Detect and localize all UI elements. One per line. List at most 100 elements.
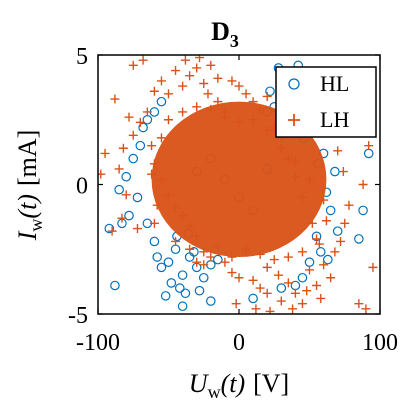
data-point-hl [138,122,148,133]
x-axis-label: Uw(t) [V] [189,369,289,402]
data-point-hl [166,278,177,288]
data-point-lh [124,112,134,122]
data-point-hl [124,210,134,221]
data-point-hl [135,140,146,151]
data-point-lh [213,73,223,83]
data-point-hl [163,257,174,267]
data-point-lh [283,278,293,288]
data-point-hl [354,234,364,244]
data-point-lh [330,247,340,257]
data-point-lh [142,107,152,117]
legend-label-hl: HL [320,71,349,96]
data-point-lh [195,55,205,63]
data-point-lh [262,91,272,101]
y-axis-label: Iw(t) [mA] [13,130,46,242]
chart-title-subscript: 3 [230,31,239,51]
x-axis-label-symbol: U [189,369,210,398]
data-point-lh [192,63,202,73]
data-point-lh [262,262,272,272]
data-point-lh [220,257,230,267]
data-point-lh [302,286,312,296]
data-point-hl [323,254,333,265]
data-point-hl [194,285,205,296]
data-point-lh [128,130,138,140]
data-point-lh [297,247,307,257]
data-point-lh [358,180,368,189]
data-point-lh [206,104,216,114]
data-point-lh [152,200,162,210]
data-point-lh [290,288,300,298]
data-point-lh [336,236,346,246]
data-point-lh [164,115,173,125]
data-point-lh [368,262,378,272]
data-point-lh [178,107,188,117]
data-point-lh [305,174,314,184]
data-point-lh [206,252,216,262]
data-point-lh [290,156,300,166]
data-point-hl [152,252,163,262]
data-point-lh [100,148,110,158]
y-tick-label: -5 [68,303,88,329]
data-point-lh [227,268,237,278]
data-point-lh [340,218,350,228]
data-point-lh [199,78,209,88]
data-point-lh [251,304,261,314]
data-point-hl [128,153,139,164]
data-point-lh [276,143,286,153]
data-point-lh [149,218,159,228]
data-point-lh [118,143,128,153]
data-point-lh [203,89,213,99]
data-point-hl [177,301,188,312]
data-point-hl [315,247,326,257]
data-point-lh [262,125,272,135]
data-point-hl [265,86,275,97]
data-point-hl [174,283,185,293]
data-point-lh [344,200,354,210]
legend-marker-lh [288,114,300,126]
data-point-hl [104,223,115,234]
axes: -100 0 100 -5 0 5 [68,44,398,356]
data-point-lh [265,306,275,314]
data-point-lh [273,270,283,280]
data-point-lh [149,86,159,96]
data-point-lh [192,102,202,112]
data-point-lh [248,115,258,125]
data-point-lh [227,252,237,262]
data-point-hl [198,272,209,283]
data-point-lh [178,81,188,91]
legend-marker-hl [288,78,300,90]
data-point-hl [149,236,160,247]
data-point-lh [185,244,195,254]
x-axis-label-unit: [V] [253,369,289,398]
data-point-lh [180,55,190,65]
data-point-lh [199,247,209,257]
data-point-lh [117,213,127,223]
legend: HL LH [275,66,377,138]
data-point-hl [114,184,124,195]
data-point-hl [325,205,336,216]
data-point-lh [248,275,258,285]
data-point-lh [354,299,364,309]
data-point-hl [110,280,120,291]
data-point-lh [314,239,324,249]
data-point-lh [283,252,293,262]
y-axis-label-symbol: I [13,230,42,241]
data-point-lh [312,281,322,291]
data-point-lh [147,141,157,151]
data-point-lh [241,247,251,257]
data-point-hl [121,171,131,182]
data-point-lh [185,71,195,81]
data-point-hl [213,254,223,265]
data-point-lh [241,89,251,99]
chart-title: D3 [211,17,239,51]
data-point-lh [147,169,157,179]
data-point-hl [248,293,258,304]
data-point-hl [358,205,368,216]
data-point-hl [156,96,167,107]
data-point-lh [156,133,166,143]
data-point-lh [164,89,173,99]
data-point-hl [297,272,308,283]
data-point-lh [319,195,329,205]
data-point-hl [160,291,171,301]
